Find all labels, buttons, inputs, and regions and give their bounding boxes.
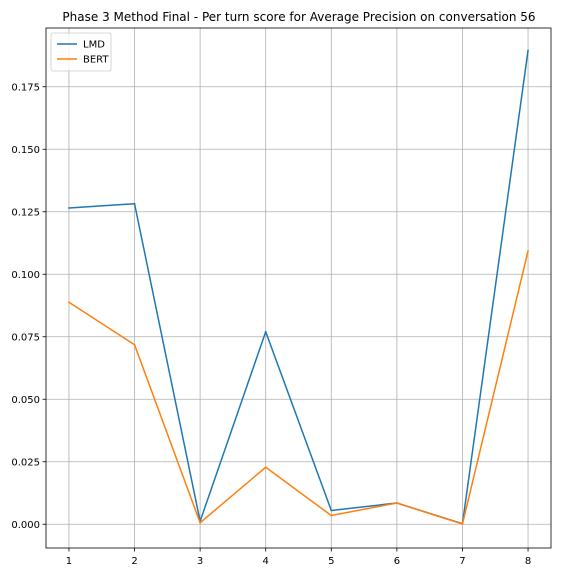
x-axis: 1 2 3 4 5 6 7 8 — [66, 548, 531, 567]
data-point-bert — [461, 523, 464, 525]
series-line-bert — [68, 250, 529, 525]
data-point-bert — [133, 343, 136, 346]
data-point-lmd — [264, 330, 267, 333]
plot-area — [46, 28, 551, 548]
y-tick-label: 0.000 — [11, 520, 40, 531]
x-tick-label: 7 — [459, 556, 465, 567]
data-point-bert — [264, 466, 267, 469]
legend-box — [50, 32, 112, 72]
y-tick-label: 0.125 — [11, 207, 40, 218]
x-tick-label: 4 — [263, 556, 269, 567]
y-tick-label: 0.075 — [11, 332, 40, 343]
legend: LMD BERT — [50, 32, 112, 72]
y-tick-label: 0.100 — [11, 270, 40, 281]
legend-label: BERT — [83, 55, 109, 66]
y-tick-label: 0.150 — [11, 145, 40, 156]
data-point-lmd — [133, 202, 136, 205]
data-point-bert — [199, 521, 202, 524]
data-point-bert — [330, 514, 333, 517]
x-tick-label: 1 — [66, 556, 72, 567]
data-point-lmd — [68, 207, 70, 209]
legend-label: LMD — [83, 40, 105, 51]
grid-lines — [46, 28, 551, 548]
series-lines — [68, 49, 529, 525]
y-tick-label: 0.175 — [11, 82, 40, 93]
y-tick-label: 0.050 — [11, 395, 40, 406]
y-axis: 0.000 0.025 0.050 0.075 0.100 0.125 0.150 0.175 — [11, 82, 46, 531]
x-tick-label: 8 — [525, 556, 531, 567]
y-tick-label: 0.025 — [11, 457, 40, 468]
x-tick-label: 5 — [328, 556, 334, 567]
x-tick-label: 2 — [131, 556, 137, 567]
data-point-bert — [68, 301, 70, 304]
x-tick-label: 3 — [197, 556, 203, 567]
data-point-lmd — [527, 49, 529, 52]
data-point-lmd — [330, 509, 333, 512]
data-point-bert — [395, 502, 398, 504]
data-point-bert — [527, 250, 529, 252]
chart-title: Phase 3 Method Final - Per turn score fo… — [62, 10, 535, 24]
plot-frame — [45, 27, 552, 549]
x-tick-label: 6 — [394, 556, 400, 567]
